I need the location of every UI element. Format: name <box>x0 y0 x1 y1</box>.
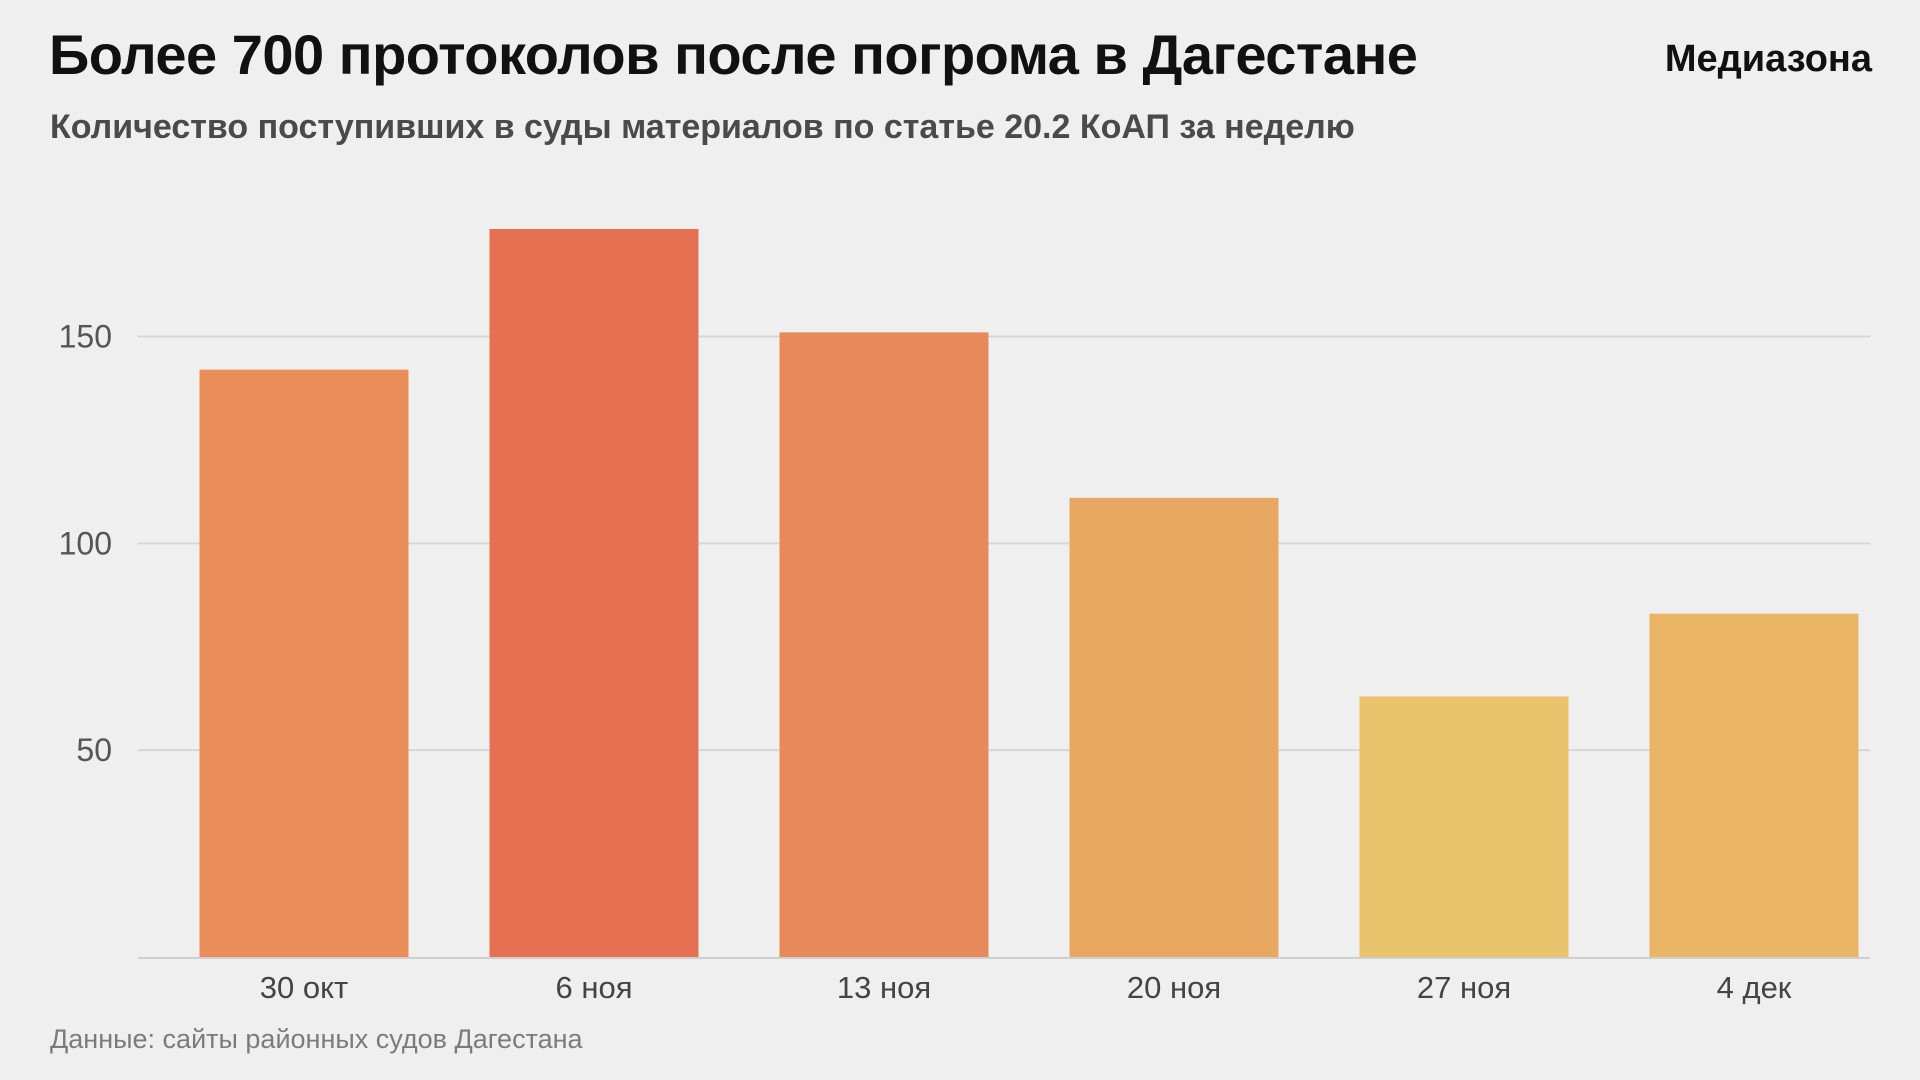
x-tick-label: 20 ноя <box>1127 970 1221 1005</box>
x-tick-label: 27 ноя <box>1417 970 1511 1005</box>
chart-subtitle: Количество поступивших в суды материалов… <box>50 108 1355 146</box>
y-tick-label: 50 <box>76 732 112 768</box>
x-tick-label: 13 ноя <box>837 970 931 1005</box>
data-source-note: Данные: сайты районных судов Дагестана <box>50 1024 583 1054</box>
x-tick-label: 6 ноя <box>555 970 632 1005</box>
bar <box>1069 497 1279 957</box>
chart-title: Более 700 протоколов после погрома в Даг… <box>49 23 1418 86</box>
brand-logo: Медиазона <box>1664 38 1872 80</box>
bar <box>779 332 989 958</box>
y-tick-label: 150 <box>59 319 112 355</box>
bar <box>199 369 409 957</box>
bar <box>1359 696 1569 957</box>
bar <box>489 229 699 957</box>
y-tick-label: 100 <box>59 525 112 561</box>
x-tick-label: 4 дек <box>1717 970 1792 1005</box>
x-tick-label: 30 окт <box>260 970 348 1005</box>
bar <box>1649 613 1859 957</box>
